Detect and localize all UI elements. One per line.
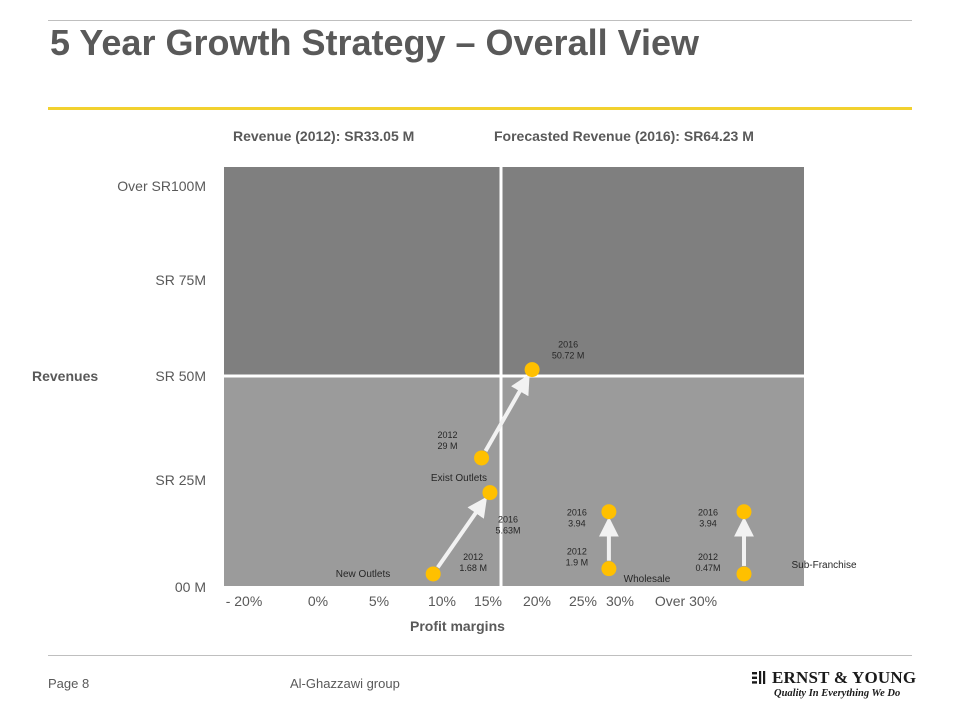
segment-label: Sub-Franchise [791,560,856,571]
x-tick-label: 10% [428,593,456,609]
ticks-layer: - 20% 0% 5% 10% 15% 20% 25% 30% Over 30% 00 M SR 2… [117,178,717,609]
footer-rule [48,655,912,656]
data-point [601,504,617,520]
data-point [601,561,617,577]
top-rule [48,20,912,21]
point-label-year: 2016 [698,508,718,518]
point-label-value: 50.72 M [552,351,585,361]
ey-mark-icon [752,671,766,684]
y-tick-label: SR 50M [155,368,206,384]
y-tick-label: SR 25M [155,472,206,488]
x-axis-title: Profit margins [410,618,505,634]
data-point [425,566,441,582]
data-point [736,504,752,520]
x-tick-label: 0% [308,593,328,609]
title-underline [48,107,912,110]
points-layer [425,362,752,582]
y-tick-label: 00 M [175,579,206,595]
point-label-year: 2016 [567,508,587,518]
segment-label: New Outlets [336,569,390,580]
logo-text: ERNST & YOUNG [772,668,917,687]
arrows-layer [436,373,754,569]
point-label-value: 5.63M [495,526,520,536]
page-number: Page 8 [48,676,90,691]
y-tick-label: SR 75M [155,272,206,288]
point-label-year: 2016 [558,340,578,350]
point-label-year: 2012 [463,552,483,562]
page-title: 5 Year Growth Strategy – Overall View [50,22,699,63]
ernst-young-logo: ERNST & YOUNG Quality In Everything We D… [752,668,916,699]
point-label-value: 29 M [438,441,458,451]
segment-label: Wholesale [624,574,671,585]
point-label-value: 3.94 [568,519,586,529]
point-label-value: 3.94 [699,519,717,529]
data-point [736,566,752,582]
upper-quadrant [224,167,804,375]
growth-arrow [483,373,530,453]
x-tick-label: - 20% [226,593,263,609]
point-label-value: 0.47M [695,563,720,573]
point-label-value: 1.68 M [459,563,487,573]
growth-arrow [436,496,488,569]
y-axis-title: Revenues [32,368,98,384]
y-tick-label: Over SR100M [117,178,206,194]
data-point [474,450,490,466]
data-point [524,362,540,378]
logo-tagline: Quality In Everything We Do [774,688,901,699]
lower-quadrant [224,375,804,586]
x-tick-label: 20% [523,593,551,609]
x-tick-label: 5% [369,593,389,609]
forecast-2016-label: Forecasted Revenue (2016): SR64.23 M [494,128,754,144]
point-label-year: 2012 [438,430,458,440]
point-label-value: 1.9 M [566,558,589,568]
company-name: Al-Ghazzawi group [290,676,400,691]
x-tick-label: 30% [606,593,634,609]
point-label-year: 2016 [498,515,518,525]
segment-label: Exist Outlets [431,473,487,484]
revenue-2012-label: Revenue (2012): SR33.05 M [233,128,415,144]
x-tick-label: 25% [569,593,597,609]
data-point [482,485,498,501]
point-label-year: 2012 [567,547,587,557]
point-label-year: 2012 [698,552,718,562]
x-tick-label: Over 30% [655,593,717,609]
x-tick-label: 15% [474,593,502,609]
